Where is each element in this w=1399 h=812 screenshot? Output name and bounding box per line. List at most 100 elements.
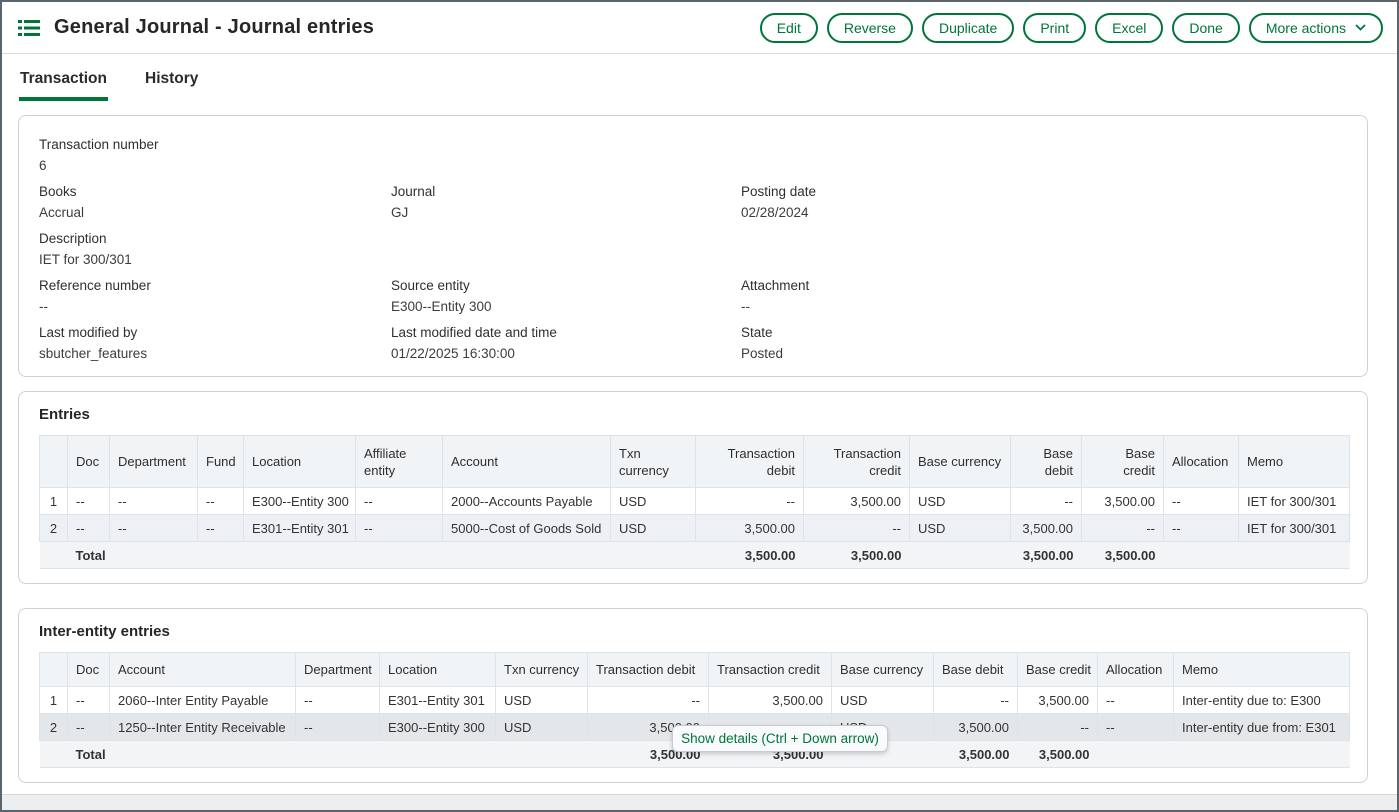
posting-date-field: Posting date 02/28/2024 bbox=[741, 183, 1347, 221]
cell-base-currency: USD bbox=[909, 487, 1011, 515]
reference-number-field: Reference number -- bbox=[39, 277, 391, 315]
description-value: IET for 300/301 bbox=[39, 252, 132, 267]
description-label: Description bbox=[39, 231, 107, 246]
cell-memo: IET for 300/301 bbox=[1238, 487, 1350, 515]
entries-row-2[interactable]: 2 -- -- -- E301--Entity 301 -- 5000--Cos… bbox=[39, 514, 1350, 542]
total-transaction-debit: 3,500.00 bbox=[695, 541, 804, 569]
duplicate-button[interactable]: Duplicate bbox=[921, 12, 1015, 43]
cell-transaction-debit: -- bbox=[587, 686, 709, 714]
entries-col-doc: Doc bbox=[67, 435, 110, 488]
ie-col-doc: Doc bbox=[67, 652, 110, 687]
attachment-value: -- bbox=[741, 299, 750, 314]
app-header: General Journal - Journal entries Edit R… bbox=[2, 2, 1397, 54]
ie-col-txn-currency: Txn currency bbox=[495, 652, 588, 687]
last-modified-by-label: Last modified by bbox=[39, 325, 138, 340]
done-button[interactable]: Done bbox=[1172, 12, 1240, 43]
cell-transaction-credit: 3,500.00 bbox=[708, 686, 832, 714]
cell-department: -- bbox=[109, 487, 198, 515]
cell-empty bbox=[39, 740, 68, 768]
ie-col-base-currency: Base currency bbox=[831, 652, 934, 687]
source-entity-value: E300--Entity 300 bbox=[391, 299, 492, 314]
total-base-debit: 3,500.00 bbox=[933, 740, 1018, 768]
cell-affiliate-entity: -- bbox=[355, 487, 443, 515]
transaction-details-card: Transaction number 6 Books Accrual Journ… bbox=[18, 115, 1368, 377]
cell-base-debit: -- bbox=[1010, 487, 1082, 515]
total-label: Total bbox=[67, 740, 588, 768]
chevron-down-icon bbox=[1355, 24, 1366, 31]
edit-button[interactable]: Edit bbox=[759, 12, 818, 43]
cell-base-credit: 3,500.00 bbox=[1017, 686, 1098, 714]
tab-transaction[interactable]: Transaction bbox=[19, 60, 108, 101]
cell-doc: -- bbox=[67, 713, 110, 741]
cell-memo: Inter-entity due from: E301 bbox=[1173, 713, 1350, 741]
cell-allocation: -- bbox=[1097, 686, 1174, 714]
entries-row-1[interactable]: 1 -- -- -- E300--Entity 300 -- 2000--Acc… bbox=[39, 487, 1350, 515]
journal-label: Journal bbox=[391, 184, 436, 199]
state-label: State bbox=[741, 325, 773, 340]
entries-col-fund: Fund bbox=[197, 435, 244, 488]
entries-col-account: Account bbox=[442, 435, 611, 488]
cell-account: 2060--Inter Entity Payable bbox=[109, 686, 296, 714]
cell-memo: IET for 300/301 bbox=[1238, 514, 1350, 542]
more-actions-button[interactable]: More actions bbox=[1248, 12, 1383, 43]
cell-transaction-credit: 3,500.00 bbox=[803, 487, 910, 515]
last-modified-datetime-value: 01/22/2025 16:30:00 bbox=[391, 346, 515, 361]
cell-memo: Inter-entity due to: E300 bbox=[1173, 686, 1350, 714]
cell-row-number: 2 bbox=[39, 514, 68, 542]
reference-number-value: -- bbox=[39, 299, 48, 314]
inter-entity-row-1[interactable]: 1 -- 2060--Inter Entity Payable -- E301-… bbox=[39, 686, 1350, 714]
last-modified-by-value: sbutcher_features bbox=[39, 346, 148, 361]
ie-col-allocation: Allocation bbox=[1097, 652, 1174, 687]
cell-base-credit: -- bbox=[1081, 514, 1164, 542]
cell-txn-currency: USD bbox=[610, 487, 696, 515]
journal-field: Journal GJ bbox=[391, 183, 741, 221]
cell-base-debit: 3,500.00 bbox=[1010, 514, 1082, 542]
entries-col-base-debit: Base debit bbox=[1010, 435, 1082, 488]
cell-department: -- bbox=[295, 686, 380, 714]
cell-fund: -- bbox=[197, 487, 244, 515]
cell-empty bbox=[1163, 541, 1239, 569]
cell-location: E301--Entity 301 bbox=[379, 686, 496, 714]
transaction-number-value: 6 bbox=[39, 158, 47, 173]
cell-location: E301--Entity 301 bbox=[243, 514, 356, 542]
excel-button[interactable]: Excel bbox=[1095, 12, 1164, 43]
source-entity-field: Source entity E300--Entity 300 bbox=[391, 277, 741, 315]
cell-empty bbox=[909, 541, 1011, 569]
last-modified-datetime-field: Last modified date and time 01/22/2025 1… bbox=[391, 324, 741, 362]
entries-col-department: Department bbox=[109, 435, 198, 488]
ie-col-department: Department bbox=[295, 652, 380, 687]
inter-entity-title: Inter-entity entries bbox=[39, 623, 170, 640]
entries-header-row: Doc Department Fund Location Affiliate e… bbox=[39, 435, 1350, 488]
cell-allocation: -- bbox=[1163, 487, 1239, 515]
print-button[interactable]: Print bbox=[1023, 12, 1087, 43]
tab-history[interactable]: History bbox=[145, 70, 199, 87]
cell-row-number: 1 bbox=[39, 487, 68, 515]
books-value: Accrual bbox=[39, 205, 85, 220]
cell-base-credit: 3,500.00 bbox=[1081, 487, 1164, 515]
state-field: State Posted bbox=[741, 324, 1347, 362]
inter-entity-total-row: Total 3,500.00 3,500.00 3,500.00 3,500.0… bbox=[39, 740, 1350, 768]
journal-value: GJ bbox=[391, 205, 409, 220]
entries-col-affiliate-entity: Affiliate entity bbox=[355, 435, 443, 488]
menu-list-icon[interactable] bbox=[18, 19, 40, 37]
inter-entity-card: Inter-entity entries Doc Account Departm… bbox=[18, 608, 1368, 783]
cell-row-number: 1 bbox=[39, 686, 68, 714]
cell-doc: -- bbox=[67, 514, 110, 542]
cell-base-currency: USD bbox=[831, 686, 934, 714]
posting-date-value: 02/28/2024 bbox=[741, 205, 809, 220]
cell-txn-currency: USD bbox=[610, 514, 696, 542]
reverse-button[interactable]: Reverse bbox=[826, 12, 913, 43]
entries-col-num bbox=[39, 435, 68, 488]
entries-table: Doc Department Fund Location Affiliate e… bbox=[39, 435, 1350, 569]
cell-empty bbox=[1238, 541, 1350, 569]
cell-fund: -- bbox=[197, 514, 244, 542]
last-modified-datetime-label: Last modified date and time bbox=[391, 325, 557, 340]
cell-transaction-credit: -- bbox=[803, 514, 910, 542]
cell-base-currency: USD bbox=[909, 514, 1011, 542]
ie-col-transaction-credit: Transaction credit bbox=[708, 652, 832, 687]
ie-col-num bbox=[39, 652, 68, 687]
total-label: Total bbox=[67, 541, 696, 569]
inter-entity-table: Doc Account Department Location Txn curr… bbox=[39, 652, 1350, 768]
inter-entity-header-row: Doc Account Department Location Txn curr… bbox=[39, 652, 1350, 687]
cell-allocation: -- bbox=[1163, 514, 1239, 542]
